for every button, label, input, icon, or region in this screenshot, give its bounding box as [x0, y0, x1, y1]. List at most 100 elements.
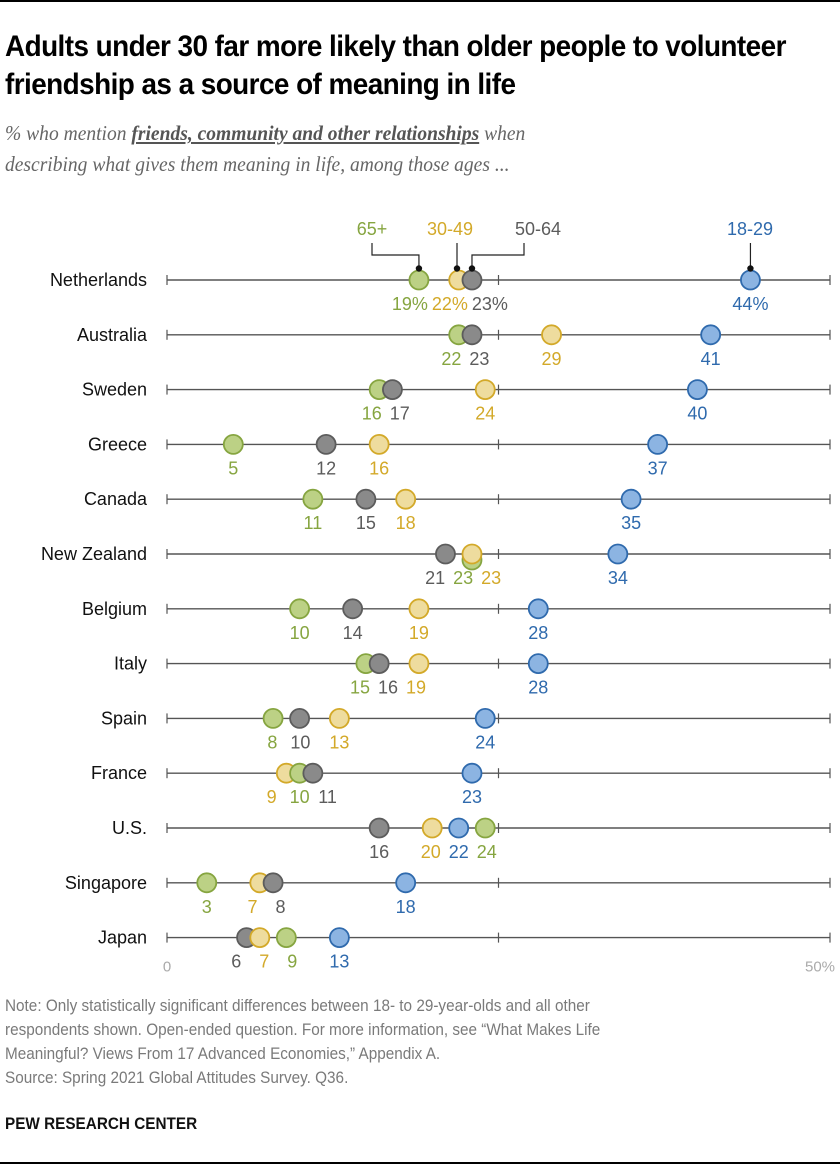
- dot-18-29-singapore: [395, 872, 417, 894]
- legend-label-30-49: 30-49: [427, 219, 473, 239]
- dot-18-29-belgium: [527, 598, 549, 620]
- row-japan: Japan 6 7 9 13: [98, 927, 831, 972]
- legend-leader-dot: [415, 265, 423, 272]
- value-label-50-64: 23%: [472, 294, 508, 314]
- row-belgium: Belgium 10 14 19 28: [82, 598, 831, 643]
- value-label-50-64: 21: [425, 568, 445, 588]
- value-label-65: 16: [362, 404, 382, 424]
- country-label: U.S.: [112, 818, 147, 838]
- dot-plot-chart: Netherlands 19% 22% 23% 44% Australia 22 23 29 41…: [41, 219, 835, 976]
- value-label-65: 22: [441, 349, 461, 369]
- value-label-30-49: 7: [247, 897, 257, 917]
- row-netherlands: Netherlands 19% 22% 23% 44%: [50, 269, 831, 314]
- value-label-18-29: 44%: [732, 294, 768, 314]
- legend-leader-dot: [453, 265, 461, 272]
- top-rule: [0, 0, 840, 2]
- country-label: Netherlands: [50, 270, 147, 290]
- legend-leader-dot: [468, 265, 476, 272]
- value-label-18-29: 13: [329, 952, 349, 972]
- country-label: Australia: [77, 325, 148, 345]
- legend-65: 65+: [357, 219, 423, 272]
- dot-65-singapore: [196, 872, 218, 894]
- dot-18-29-italy: [527, 653, 549, 675]
- dot-18-29-greece: [647, 433, 669, 455]
- value-label-18-29: 34: [608, 568, 628, 588]
- country-label: Italy: [114, 654, 147, 674]
- country-label: Sweden: [82, 380, 147, 400]
- dot-65-canada: [302, 488, 324, 510]
- row-france: France 9 10 11 23: [91, 762, 831, 807]
- value-label-50-64: 17: [390, 404, 410, 424]
- dot-30-49-new-zealand: [461, 543, 483, 565]
- country-label: Belgium: [82, 599, 147, 619]
- value-label-30-49: 9: [267, 787, 277, 807]
- dot-18-29-new-zealand: [607, 543, 629, 565]
- note-line-1: Note: Only statistically significant dif…: [5, 996, 590, 1015]
- dot-30-49-canada: [395, 488, 417, 510]
- legend-label-18-29: 18-29: [727, 219, 773, 239]
- dot-65-u-s: [474, 817, 496, 839]
- value-label-30-49: 24: [475, 404, 495, 424]
- value-label-18-29: 28: [528, 678, 548, 698]
- row-new-zealand: New Zealand 21 23 23 34: [41, 543, 831, 588]
- value-label-50-64: 23: [469, 349, 489, 369]
- dot-18-29-australia: [700, 324, 722, 346]
- dot-18-29-japan: [328, 927, 350, 948]
- row-greece: Greece 5 12 16 37: [88, 433, 831, 478]
- dot-18-29-canada: [620, 488, 642, 510]
- value-label-18-29: 37: [648, 458, 668, 478]
- value-label-30-49: 22%: [432, 294, 468, 314]
- value-label-50-64: 14: [343, 623, 363, 643]
- value-label-50-64: 16: [378, 678, 398, 698]
- value-label-18-29: 40: [687, 404, 707, 424]
- dot-50-64-belgium: [342, 598, 364, 620]
- dot-50-64-italy: [368, 653, 390, 675]
- row-australia: Australia 22 23 29 41: [77, 324, 831, 369]
- bottom-rule: [0, 1162, 840, 1164]
- value-label-65: 10: [290, 623, 310, 643]
- legend-leader-line: [471, 243, 525, 270]
- dot-50-64-singapore: [262, 872, 284, 894]
- chart-subtitle: % who mention friends, community and oth…: [5, 118, 840, 180]
- value-label-30-49: 7: [259, 952, 269, 972]
- value-label-30-49: 19: [406, 678, 426, 698]
- value-label-18-29: 35: [621, 513, 641, 533]
- value-label-65: 23: [453, 568, 473, 588]
- dot-30-49-spain: [328, 708, 350, 729]
- value-label-30-49: 13: [329, 732, 349, 752]
- value-label-65: 15: [350, 678, 370, 698]
- dot-18-29-netherlands: [740, 269, 761, 291]
- dot-65-greece: [222, 433, 244, 455]
- subtitle-emphasis: friends, community and other relationshi…: [131, 121, 480, 145]
- value-label-30-49: 20: [421, 842, 441, 862]
- dot-65-spain: [262, 708, 284, 729]
- dot-30-49-australia: [541, 324, 562, 346]
- value-label-30-49: 23: [481, 568, 501, 588]
- row-canada: Canada 11 15 18 35: [84, 488, 831, 533]
- country-label: Singapore: [65, 873, 147, 893]
- value-label-50-64: 11: [318, 787, 337, 807]
- value-label-18-29: 24: [475, 732, 495, 752]
- chart-note: Note: Only statistically significant dif…: [5, 994, 815, 1090]
- value-label-50-64: 6: [231, 952, 241, 972]
- value-label-65: 11: [304, 513, 323, 533]
- dot-30-49-greece: [368, 433, 390, 455]
- value-label-50-64: 15: [356, 513, 376, 533]
- country-label: Greece: [88, 434, 147, 454]
- note-line-3: Meaningful? Views From 17 Advanced Econo…: [5, 1044, 441, 1063]
- legend-50-64: 50-64: [468, 219, 561, 272]
- legend-leader-line: [371, 243, 420, 270]
- dot-50-64-new-zealand: [435, 543, 456, 565]
- country-label: Canada: [84, 489, 148, 509]
- value-label-65: 3: [202, 897, 212, 917]
- dot-18-29-sweden: [687, 379, 708, 401]
- legend-label-65: 65+: [357, 219, 388, 239]
- value-label-30-49: 16: [369, 458, 389, 478]
- value-label-18-29: 18: [396, 897, 416, 917]
- subtitle-line2: describing what gives them meaning in li…: [5, 152, 510, 176]
- row-italy: Italy 15 16 19 28: [114, 653, 831, 698]
- country-label: Spain: [101, 708, 147, 728]
- country-label: France: [91, 763, 147, 783]
- brand-logo-text: PEW RESEARCH CENTER: [5, 1114, 198, 1133]
- value-label-18-29: 28: [528, 623, 548, 643]
